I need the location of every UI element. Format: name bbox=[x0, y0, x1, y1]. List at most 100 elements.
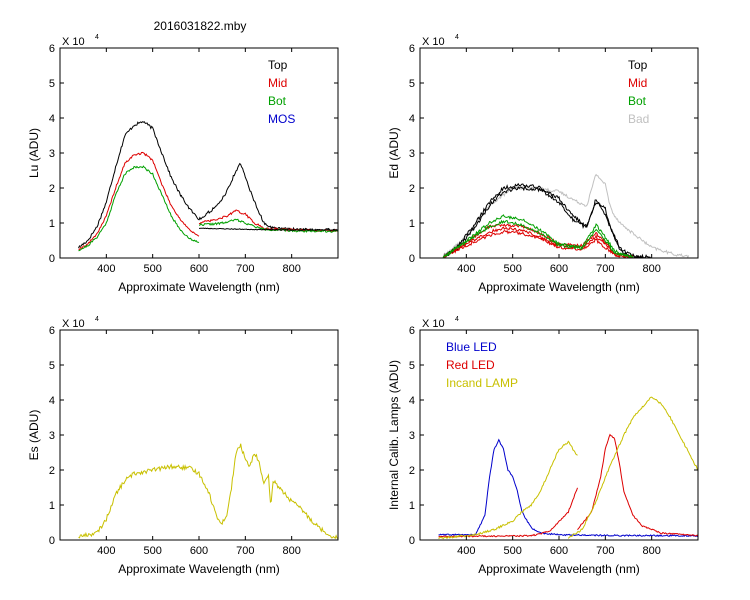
x-axis-label: Approximate Wavelength (nm) bbox=[118, 562, 280, 576]
x-tick-label: 600 bbox=[550, 545, 568, 557]
y-tick-label: 0 bbox=[409, 253, 415, 265]
series-line-red-led bbox=[438, 487, 578, 538]
x-tick-label: 400 bbox=[457, 263, 475, 275]
y-tick-label: 6 bbox=[409, 325, 415, 337]
y-tick-label: 3 bbox=[49, 148, 55, 160]
y-tick-label: 0 bbox=[49, 253, 55, 265]
y-tick-label: 6 bbox=[409, 43, 415, 55]
x-tick-label: 600 bbox=[550, 263, 568, 275]
legend-entry: Blue LED bbox=[446, 340, 497, 354]
y-tick-label: 2 bbox=[49, 183, 55, 195]
series-line-bot bbox=[442, 219, 634, 258]
y-tick-label: 3 bbox=[409, 148, 415, 160]
y-tick-label: 3 bbox=[49, 430, 55, 442]
y-tick-label: 4 bbox=[409, 113, 415, 125]
chart-bottom-right: 400 500 600 700 800 0 1 2 3 4 5 6 X 10 4 Approximate W… bbox=[387, 316, 699, 576]
x-axis-label: Approximate Wavelength (nm) bbox=[478, 562, 640, 576]
scale-factor-label: X 10 bbox=[62, 318, 85, 330]
series-line-es bbox=[78, 443, 338, 540]
y-axis-label: Lu (ADU) bbox=[27, 128, 41, 178]
y-tick-label: 6 bbox=[49, 325, 55, 337]
x-tick-label: 700 bbox=[236, 263, 254, 275]
scale-exponent: 4 bbox=[455, 316, 459, 323]
y-tick-label: 4 bbox=[49, 395, 55, 407]
chart-top-left: 400 500 600 700 800 0 1 2 3 4 5 6 X 10 4 Approximate W… bbox=[27, 34, 339, 294]
series-line-top bbox=[198, 162, 338, 233]
scale-factor-label: X 10 bbox=[422, 36, 445, 48]
legend-entry: Mid bbox=[628, 76, 647, 90]
x-tick-label: 500 bbox=[503, 263, 521, 275]
series-group bbox=[78, 443, 338, 540]
x-axis-label: Approximate Wavelength (nm) bbox=[118, 280, 280, 294]
y-tick-label: 2 bbox=[409, 465, 415, 477]
series-line-mid bbox=[78, 151, 200, 251]
y-tick-label: 0 bbox=[409, 535, 415, 547]
x-tick-label: 700 bbox=[596, 263, 614, 275]
y-tick-label: 2 bbox=[409, 183, 415, 195]
x-axis-label: Approximate Wavelength (nm) bbox=[478, 280, 640, 294]
series-line-top bbox=[443, 182, 652, 258]
y-tick-label: 4 bbox=[49, 113, 55, 125]
y-tick-label: 1 bbox=[49, 218, 55, 230]
series-line-mid bbox=[442, 226, 634, 258]
series-line-top bbox=[443, 185, 643, 258]
y-axis-label: Ed (ADU) bbox=[387, 127, 401, 178]
plot-frame bbox=[419, 47, 699, 259]
chart-bottom-left: 400 500 600 700 800 0 1 2 3 4 5 6 X 10 4 Approximate W… bbox=[27, 316, 339, 576]
y-tick-label: 5 bbox=[49, 360, 55, 372]
scale-exponent: 4 bbox=[95, 34, 99, 41]
legend-entry: Red LED bbox=[446, 358, 495, 372]
y-tick-label: 1 bbox=[409, 218, 415, 230]
x-tick-label: 700 bbox=[236, 545, 254, 557]
scale-factor-label: X 10 bbox=[62, 36, 85, 48]
x-tick-label: 600 bbox=[190, 545, 208, 557]
y-tick-label: 3 bbox=[409, 430, 415, 442]
series-line-top bbox=[78, 121, 200, 249]
legend-entry: MOS bbox=[268, 112, 295, 126]
y-axis-label: Es (ADU) bbox=[27, 410, 41, 461]
chart-top-right: 400 500 600 700 800 0 1 2 3 4 5 6 X 10 4 Approximate W… bbox=[387, 34, 699, 294]
y-tick-label: 5 bbox=[409, 360, 415, 372]
x-tick-label: 400 bbox=[97, 263, 115, 275]
y-axis-label: Internal Calib. Lamps (ADU) bbox=[387, 360, 401, 510]
legend-entry: Top bbox=[628, 58, 648, 72]
scale-exponent: 4 bbox=[455, 34, 459, 41]
x-tick-label: 400 bbox=[97, 545, 115, 557]
x-tick-label: 800 bbox=[282, 263, 300, 275]
y-tick-label: 2 bbox=[49, 465, 55, 477]
x-tick-label: 400 bbox=[457, 545, 475, 557]
x-tick-label: 600 bbox=[190, 263, 208, 275]
legend-entry: Mid bbox=[268, 76, 287, 90]
y-tick-label: 1 bbox=[409, 500, 415, 512]
series-line-base bbox=[199, 227, 338, 231]
y-tick-label: 1 bbox=[49, 500, 55, 512]
series-line-mid bbox=[442, 229, 634, 258]
legend-entry: Bot bbox=[628, 94, 647, 108]
series-line-bot bbox=[78, 165, 200, 252]
legend-entry: Top bbox=[268, 58, 288, 72]
y-tick-label: 4 bbox=[409, 395, 415, 407]
plot-frame bbox=[59, 329, 339, 541]
series-line-red-led bbox=[577, 433, 698, 537]
scale-exponent: 4 bbox=[95, 316, 99, 323]
y-tick-label: 5 bbox=[409, 78, 415, 90]
legend-entry: Bad bbox=[628, 112, 649, 126]
series-line-blue-led bbox=[438, 438, 698, 538]
x-tick-label: 700 bbox=[596, 545, 614, 557]
series-line-incand-lamp bbox=[438, 440, 578, 540]
x-tick-label: 500 bbox=[143, 263, 161, 275]
figure-title: 2016031822.mby bbox=[153, 19, 247, 33]
x-tick-label: 800 bbox=[642, 545, 660, 557]
y-tick-label: 6 bbox=[49, 43, 55, 55]
series-group bbox=[78, 121, 338, 252]
series-line-incand-lamp bbox=[567, 396, 698, 539]
x-tick-label: 500 bbox=[143, 545, 161, 557]
plot-frame bbox=[59, 47, 339, 259]
x-tick-label: 800 bbox=[642, 263, 660, 275]
x-tick-label: 500 bbox=[503, 545, 521, 557]
y-tick-label: 0 bbox=[49, 535, 55, 547]
series-group bbox=[438, 396, 698, 540]
legend-entry: Bot bbox=[268, 94, 287, 108]
series-group bbox=[442, 173, 690, 258]
